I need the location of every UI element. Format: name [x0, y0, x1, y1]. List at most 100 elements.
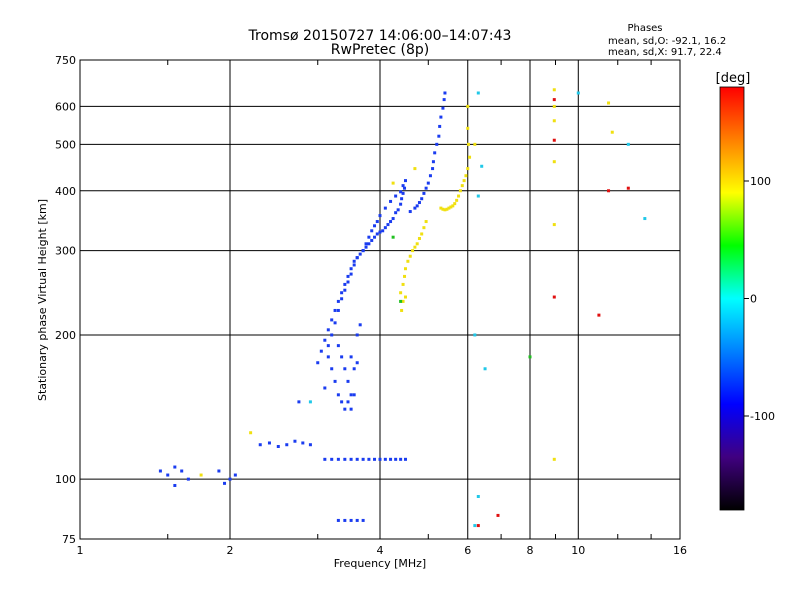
data-point	[399, 457, 403, 461]
data-point	[340, 297, 344, 301]
data-point	[424, 186, 428, 190]
data-point	[417, 201, 421, 205]
data-point	[431, 160, 435, 164]
data-point	[199, 473, 203, 477]
data-point	[445, 207, 449, 211]
data-point	[394, 194, 398, 198]
data-point	[413, 245, 417, 249]
data-point	[389, 220, 393, 224]
data-point	[552, 88, 556, 92]
data-point	[403, 295, 407, 299]
data-point	[383, 457, 387, 461]
data-point	[346, 274, 350, 278]
data-point	[607, 189, 611, 193]
data-point	[468, 155, 472, 159]
data-point	[173, 465, 177, 469]
data-point	[367, 457, 371, 461]
data-point	[466, 104, 470, 108]
data-point	[460, 184, 464, 188]
data-point	[343, 288, 347, 292]
data-point	[552, 98, 556, 102]
data-point	[476, 524, 480, 528]
data-point	[349, 355, 353, 359]
data-points	[158, 88, 647, 528]
data-point	[449, 205, 453, 209]
data-point	[373, 235, 377, 239]
data-point	[399, 291, 403, 295]
data-point	[394, 457, 398, 461]
data-point	[403, 179, 407, 183]
x-tick-label: 6	[464, 544, 471, 557]
data-point	[597, 313, 601, 317]
x-tick-label: 1	[77, 544, 84, 557]
x-tick-label: 10	[571, 544, 585, 557]
data-point	[389, 457, 393, 461]
data-point	[285, 443, 289, 447]
data-point	[399, 299, 403, 303]
data-point	[457, 194, 461, 198]
y-tick-label: 600	[55, 100, 76, 113]
data-point	[355, 333, 359, 337]
data-point	[186, 477, 190, 481]
data-point	[399, 202, 403, 206]
data-point	[400, 308, 404, 312]
data-point	[355, 518, 359, 522]
y-tick-label: 750	[55, 54, 76, 67]
data-point	[346, 379, 350, 383]
y-axis: 75 100 200 300 400 500 600 750	[55, 54, 76, 546]
data-point	[330, 367, 334, 371]
data-point	[308, 443, 312, 447]
data-point	[396, 208, 400, 212]
y-tick-label: 100	[55, 473, 76, 486]
data-point	[336, 457, 340, 461]
data-point	[413, 206, 417, 210]
data-point	[293, 439, 297, 443]
data-point	[400, 197, 404, 201]
data-point	[340, 355, 344, 359]
data-point	[373, 224, 377, 228]
data-point	[330, 318, 334, 322]
data-point	[173, 483, 177, 487]
data-point	[464, 174, 468, 178]
data-point	[455, 198, 459, 202]
data-point	[349, 272, 353, 276]
data-point	[316, 361, 320, 365]
data-point	[349, 267, 353, 271]
data-point	[166, 473, 170, 477]
data-point	[439, 206, 443, 210]
data-point	[438, 124, 442, 128]
data-point	[466, 167, 470, 171]
data-point	[476, 494, 480, 498]
data-point	[552, 138, 556, 142]
x-tick-label: 16	[673, 544, 687, 557]
data-point	[330, 457, 334, 461]
data-point	[361, 518, 365, 522]
chart-subtitle: RwPretec (8p)	[331, 42, 429, 58]
data-point	[458, 189, 462, 193]
data-point	[349, 407, 353, 411]
plot-frame	[79, 59, 681, 540]
data-point	[428, 174, 432, 178]
data-point	[308, 400, 312, 404]
data-point	[233, 473, 237, 477]
data-point	[340, 291, 344, 295]
data-point	[276, 444, 280, 448]
data-point	[323, 338, 327, 342]
data-point	[383, 206, 387, 210]
data-point	[408, 210, 412, 214]
data-point	[401, 191, 405, 195]
data-point	[424, 220, 428, 224]
data-point	[528, 355, 532, 359]
data-point	[249, 431, 253, 435]
data-point	[319, 349, 323, 353]
data-point	[431, 167, 435, 171]
data-point	[435, 142, 439, 146]
data-point	[361, 249, 365, 253]
data-point	[401, 282, 405, 286]
data-point	[352, 367, 356, 371]
data-point	[364, 245, 368, 249]
data-point	[391, 181, 395, 185]
data-point	[336, 308, 340, 312]
data-point	[267, 441, 271, 445]
data-point	[383, 226, 387, 230]
